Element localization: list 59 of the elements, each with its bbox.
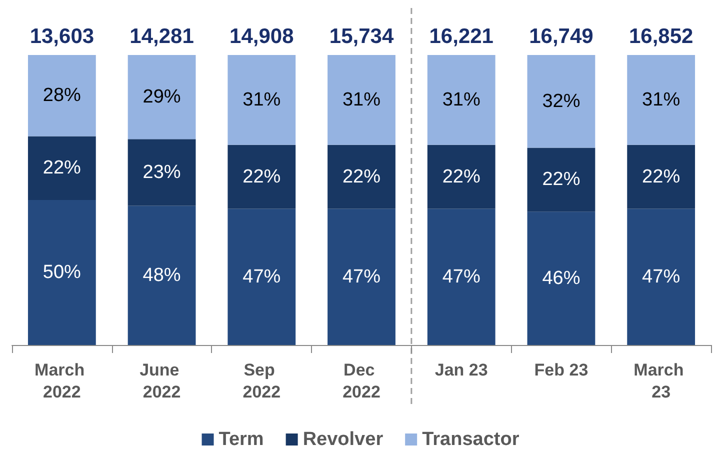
data-label: 47% <box>642 266 680 288</box>
legend-label: Revolver <box>302 429 384 450</box>
bar <box>328 208 396 345</box>
bar <box>627 144 696 209</box>
bar <box>427 55 496 145</box>
data-label: 48% <box>142 264 181 286</box>
bar <box>527 212 596 345</box>
bar <box>128 139 196 206</box>
data-label: 22% <box>542 169 580 190</box>
bar <box>427 144 496 209</box>
bar <box>228 144 296 209</box>
bar <box>228 208 296 345</box>
x-tick-label: Feb 23 <box>534 360 588 380</box>
bar <box>328 144 396 209</box>
bar <box>627 55 696 145</box>
bar <box>128 206 196 345</box>
annotation: 16,852 <box>628 25 694 48</box>
data-label: 23% <box>142 162 181 183</box>
data-label: 50% <box>42 262 82 283</box>
annotation: 14,281 <box>130 25 194 48</box>
bar <box>328 55 396 145</box>
data-label: 22% <box>642 166 680 188</box>
x-tick-label: March 23 <box>634 360 688 402</box>
data-label: 47% <box>342 266 381 288</box>
data-label: 22% <box>42 158 82 179</box>
data-label: 31% <box>242 89 281 110</box>
bar <box>627 208 696 345</box>
data-label: 22% <box>342 166 381 188</box>
bar <box>427 208 496 345</box>
data-label: 28% <box>42 85 82 106</box>
bar <box>527 148 596 212</box>
bar <box>28 55 96 136</box>
bar <box>128 55 196 140</box>
legend-label: Transactor <box>422 429 520 450</box>
data-label: 47% <box>442 266 480 288</box>
annotation: 15,734 <box>329 25 394 48</box>
data-label: 29% <box>142 86 181 108</box>
data-label: 46% <box>542 268 580 289</box>
data-label: 31% <box>342 89 381 110</box>
x-tick-label: June 2022 <box>140 360 184 402</box>
bar <box>228 55 296 145</box>
data-label: 22% <box>242 166 281 188</box>
x-tick-label: March 2022 <box>34 360 90 402</box>
data-label: 32% <box>542 90 580 112</box>
annotation: 14,908 <box>230 25 294 48</box>
annotation: 16,749 <box>529 25 594 48</box>
bar <box>28 200 96 345</box>
data-label: 22% <box>442 166 480 188</box>
x-tick-label: Sep 2022 <box>242 360 281 402</box>
annotation: 13,603 <box>30 25 94 48</box>
legend-label: Term <box>218 429 264 450</box>
data-label: 47% <box>242 266 281 288</box>
x-tick-label: Dec 2022 <box>342 360 380 402</box>
data-label: 31% <box>442 89 480 110</box>
data-label: 31% <box>642 89 680 110</box>
annotation: 16,221 <box>429 25 494 48</box>
bar <box>28 136 96 200</box>
bar <box>527 55 596 148</box>
x-tick-label: Jan 23 <box>434 360 488 380</box>
